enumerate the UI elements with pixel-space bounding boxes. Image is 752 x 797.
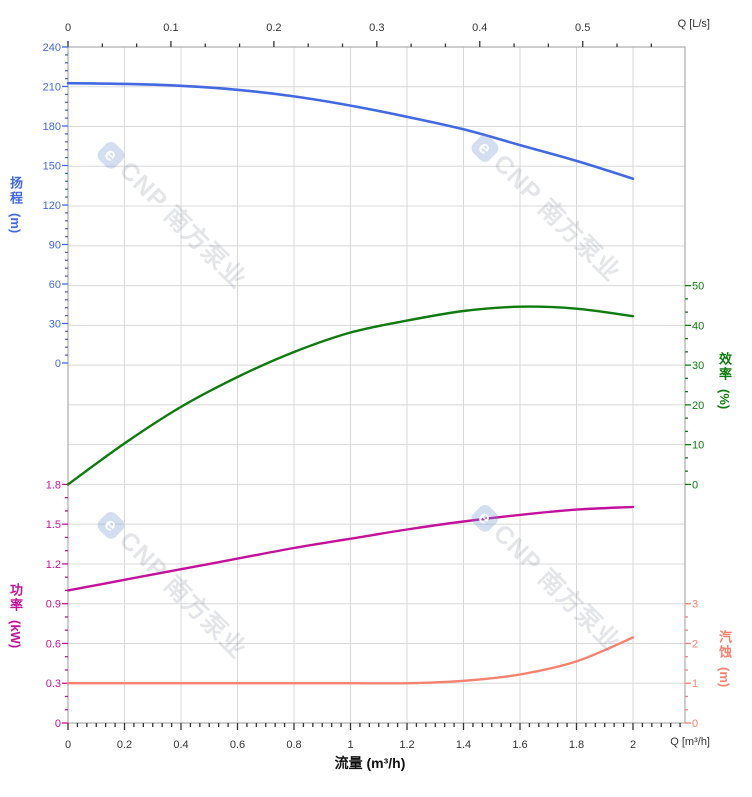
- grid: [68, 47, 685, 723]
- bottom-tick-label: 0: [65, 739, 71, 751]
- head-tick-label: 90: [49, 240, 61, 252]
- axis-ticks: 0 0.1 0.2 0.3 0.4 0.5 0 0.2 0.4 0.6 0.8 1 1.2 1.4 1.6 1…: [43, 22, 705, 751]
- power-tick-label: 0: [55, 718, 61, 730]
- efficiency-tick-label: 50: [692, 281, 704, 293]
- power-tick-label: 0.9: [46, 599, 61, 611]
- bottom-tick-label: 0.2: [117, 739, 132, 751]
- power-curve: [66, 505, 635, 592]
- npsh-axis-title: 汽蚀 (m): [716, 630, 733, 687]
- head-tick-label: 210: [43, 82, 61, 94]
- head-tick-label: 60: [49, 279, 61, 291]
- power-tick-label: 0.6: [46, 638, 61, 650]
- efficiency-axis-unit: (%): [717, 389, 732, 410]
- power-tick-label: 1.8: [46, 479, 61, 491]
- npsh-tick-label: 1: [692, 678, 698, 690]
- top-tick-label: 0.1: [163, 22, 178, 34]
- power-tick-label: 1.2: [46, 559, 61, 571]
- head-tick-label: 240: [43, 42, 61, 54]
- bottom-tick-label: 1.4: [456, 739, 471, 751]
- x-axis-title: 流量 (m³/h): [334, 755, 406, 771]
- head-tick-label: 0: [55, 358, 61, 370]
- bottom-tick-label: 1: [347, 739, 353, 751]
- top-tick-label: 0.5: [575, 22, 590, 34]
- head-tick-label: 180: [43, 121, 61, 133]
- efficiency-tick-label: 0: [692, 479, 698, 491]
- power-axis-unit: (kW): [8, 620, 23, 649]
- top-tick-label: 0.2: [266, 22, 281, 34]
- efficiency-tick-label: 10: [692, 440, 704, 452]
- bottom-tick-label: 2: [630, 739, 636, 751]
- efficiency-tick-label: 30: [692, 360, 704, 372]
- npsh-tick-label: 3: [692, 599, 698, 611]
- power-axis-title-text: 功率: [8, 583, 23, 613]
- efficiency-tick-label: 20: [692, 400, 704, 412]
- head-axis-title-text: 扬程: [8, 176, 23, 206]
- efficiency-curve: [66, 305, 635, 486]
- top-tick-label: 0.3: [369, 22, 384, 34]
- npsh-tick-label: 2: [692, 638, 698, 650]
- power-axis-title: 功率 (kW): [7, 583, 24, 648]
- plot-border: [67, 46, 686, 724]
- top-axis-unit-label: Q [L/s]: [677, 18, 710, 30]
- power-tick-label: 1.5: [46, 519, 61, 531]
- bottom-axis-unit-label: Q [m³/h]: [670, 736, 710, 748]
- head-tick-label: 120: [43, 200, 61, 212]
- npsh-curve: [66, 636, 635, 685]
- npsh-axis-unit: (m): [717, 667, 732, 688]
- bottom-tick-label: 1.2: [399, 739, 414, 751]
- top-tick-label: 0.4: [472, 22, 487, 34]
- efficiency-tick-label: 40: [692, 320, 704, 332]
- bottom-tick-label: 0.6: [230, 739, 245, 751]
- head-axis-unit: (m): [8, 213, 23, 234]
- head-tick-label: 30: [49, 319, 61, 331]
- efficiency-axis-title-text: 效率: [717, 352, 732, 382]
- bottom-tick-label: 1.6: [512, 739, 527, 751]
- bottom-tick-label: 0.4: [173, 739, 188, 751]
- bottom-tick-label: 0.8: [286, 739, 301, 751]
- bottom-tick-label: 1.8: [569, 739, 584, 751]
- top-tick-label: 0: [65, 22, 71, 34]
- npsh-tick-label: 0: [692, 718, 698, 730]
- head-curve: [66, 81, 635, 180]
- npsh-axis-title-text: 汽蚀: [717, 630, 732, 660]
- curves: [66, 81, 635, 685]
- efficiency-axis-title: 效率 (%): [716, 352, 733, 409]
- head-axis-title: 扬程 (m): [7, 176, 24, 233]
- power-tick-label: 0.3: [46, 678, 61, 690]
- head-tick-label: 150: [43, 161, 61, 173]
